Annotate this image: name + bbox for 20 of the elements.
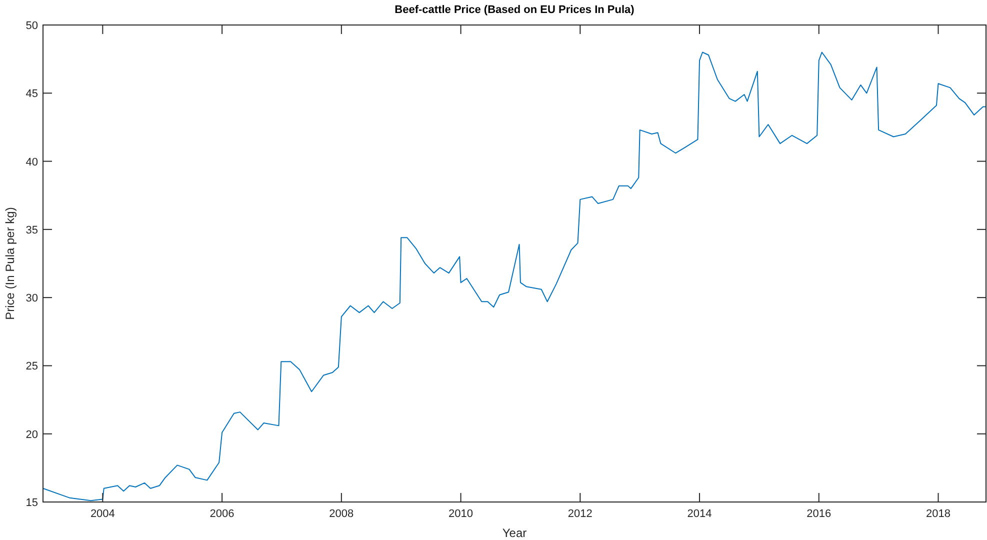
x-tick-label: 2008 [329, 508, 354, 520]
y-tick-label: 30 [26, 292, 38, 305]
y-tick-label: 15 [26, 497, 38, 509]
chart-title: Beef-cattle Price (Based on EU Prices In Pula) [394, 4, 635, 16]
y-tick-label: 35 [26, 224, 38, 236]
x-tick-label: 2016 [806, 508, 832, 520]
y-tick-label: 40 [26, 156, 38, 168]
x-tick-label: 2012 [568, 508, 592, 520]
y-axis-title: Price (In Pula per kg) [3, 207, 17, 320]
line-series [42, 52, 986, 502]
x-axis-title: Year [502, 526, 527, 540]
y-tick-label: 50 [26, 20, 38, 32]
x-tick-label: 2014 [687, 508, 712, 520]
y-tick-label: 25 [26, 360, 38, 373]
x-tick-label: 2006 [210, 508, 234, 520]
y-tick-label: 45 [26, 88, 38, 100]
x-tick-label: 2018 [926, 508, 950, 520]
y-tick-label: 20 [26, 428, 38, 441]
x-tick-label: 2010 [448, 508, 474, 520]
x-tick-label: 2004 [90, 508, 115, 520]
